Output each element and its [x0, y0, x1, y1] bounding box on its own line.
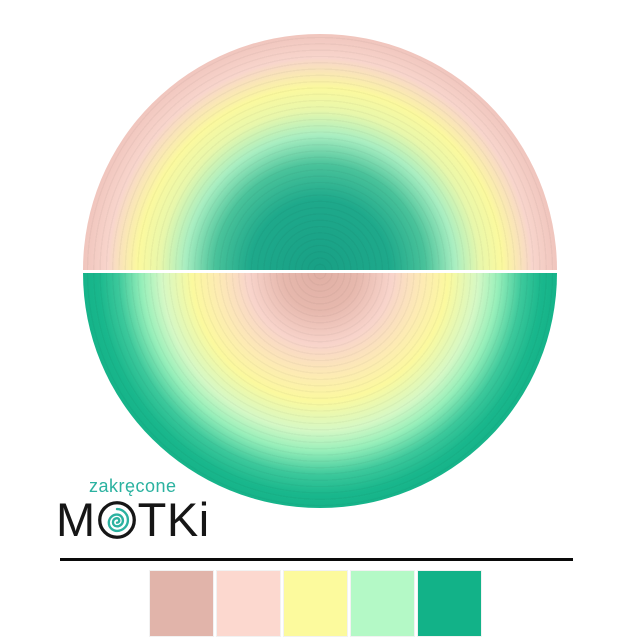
logo-title: M TKi [56, 493, 210, 546]
o-ring [97, 501, 136, 539]
palette-swatch-mint-green [351, 571, 414, 636]
rule-line [60, 558, 573, 561]
logo-subtitle: zakręcone [89, 476, 177, 496]
spiral-o-icon [97, 501, 136, 539]
palette-swatch-dusty-pink [150, 571, 213, 636]
color-wheel [83, 34, 557, 508]
logo-letter-tki: TKi [137, 493, 210, 546]
wheel-bottom-half [83, 273, 557, 508]
spiral-icon [107, 507, 129, 533]
palette-swatch-teal-green [418, 571, 481, 636]
wheel-ring-overlay-bottom [83, 273, 557, 508]
logo: zakręcone M TKi [56, 477, 210, 543]
palette-swatch-pale-yellow [284, 571, 347, 636]
palette-row [150, 571, 481, 636]
wheel-ring-overlay-top [83, 34, 557, 270]
logo-letter-m: M [56, 493, 96, 546]
wheel-top-half [83, 34, 557, 270]
palette-swatch-light-pink [217, 571, 280, 636]
